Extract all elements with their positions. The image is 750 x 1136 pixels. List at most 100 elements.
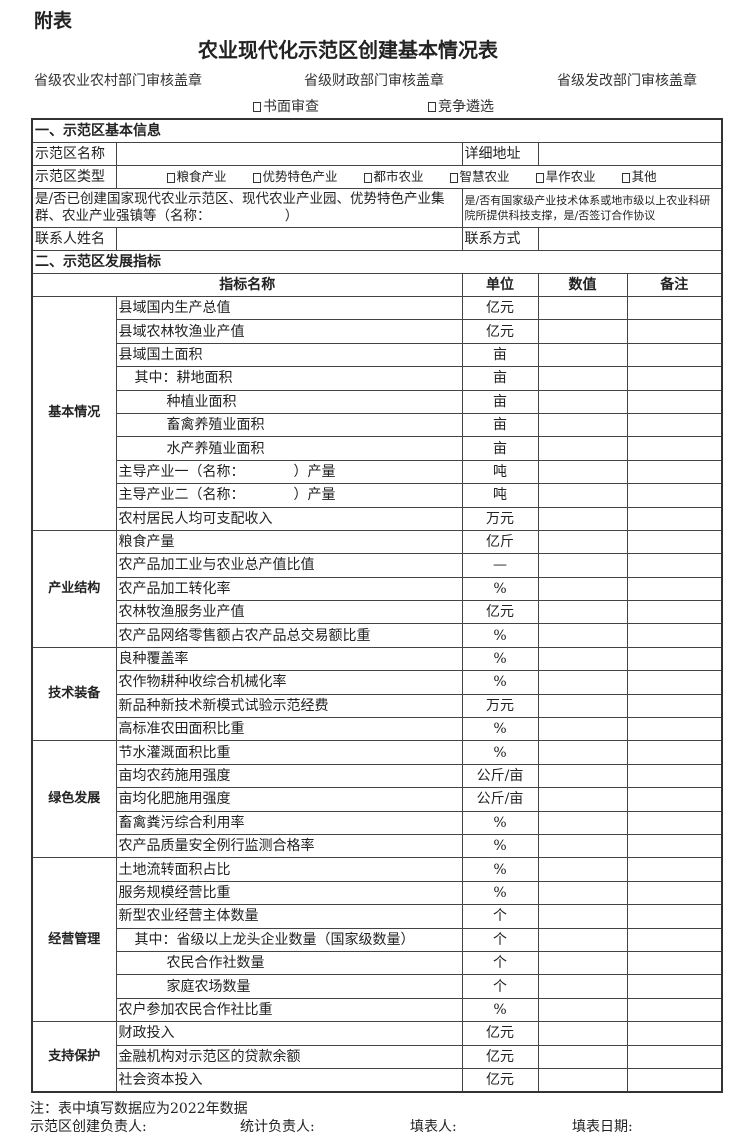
name-field[interactable] xyxy=(115,142,463,166)
value-field[interactable] xyxy=(537,787,628,812)
value-field[interactable] xyxy=(537,927,628,952)
indicator-name: 社会资本投入 xyxy=(115,1067,463,1093)
note-field[interactable] xyxy=(626,787,723,812)
note-field[interactable] xyxy=(626,600,723,625)
note-field[interactable] xyxy=(626,623,723,648)
value-field[interactable] xyxy=(537,717,628,742)
note-field[interactable] xyxy=(626,763,723,789)
note-field[interactable] xyxy=(626,342,723,368)
note-field[interactable] xyxy=(626,693,723,719)
value-field[interactable] xyxy=(537,389,628,414)
checkbox-written-review[interactable]: 书面审查 xyxy=(253,96,319,116)
value-field[interactable] xyxy=(537,506,628,531)
checkbox-icon[interactable] xyxy=(252,172,261,183)
value-field[interactable] xyxy=(537,623,628,648)
type-option[interactable]: 优势特色产业 xyxy=(252,169,338,184)
table-row: 金融机构对示范区的贷款余额 亿元 xyxy=(32,1044,723,1069)
value-field[interactable] xyxy=(537,412,628,438)
note-field[interactable] xyxy=(626,506,723,531)
value-field[interactable] xyxy=(537,1067,628,1093)
note-field[interactable] xyxy=(626,740,723,765)
contact-field[interactable] xyxy=(115,227,463,251)
value-field[interactable] xyxy=(537,950,628,976)
note-field[interactable] xyxy=(626,553,723,578)
note-field[interactable] xyxy=(626,295,723,321)
value-field[interactable] xyxy=(537,904,628,929)
note-field[interactable] xyxy=(626,319,723,344)
value-field[interactable] xyxy=(537,553,628,578)
note-field[interactable] xyxy=(626,1044,723,1069)
value-field[interactable] xyxy=(537,459,628,485)
checkbox-icon[interactable] xyxy=(166,172,175,183)
table-row: 农产品加工转化率% xyxy=(32,576,723,602)
note-field[interactable] xyxy=(626,880,723,906)
checkbox-icon[interactable] xyxy=(428,102,436,112)
type-option[interactable]: 智慧农业 xyxy=(449,169,510,184)
note-field[interactable] xyxy=(626,810,723,835)
note-field[interactable] xyxy=(626,833,723,859)
note-field[interactable] xyxy=(626,974,723,999)
note-field[interactable] xyxy=(626,529,723,555)
note-field[interactable] xyxy=(626,483,723,508)
value-field[interactable] xyxy=(537,600,628,625)
checkbox-icon[interactable] xyxy=(621,172,630,183)
indicator-name: 农户参加农民合作社比重 xyxy=(115,997,463,1023)
checkbox-competitive-selection[interactable]: 竞争遴选 xyxy=(428,96,494,116)
value-field[interactable] xyxy=(537,693,628,719)
value-field[interactable] xyxy=(537,319,628,344)
checkbox-icon[interactable] xyxy=(363,172,372,183)
value-field[interactable] xyxy=(537,1021,628,1046)
value-field[interactable] xyxy=(537,483,628,508)
note-field[interactable] xyxy=(626,717,723,742)
note-field[interactable] xyxy=(626,646,723,672)
table-row: 经营管理 土地流转面积占比% xyxy=(31,857,723,1023)
value-field[interactable] xyxy=(537,997,628,1023)
checkbox-icon[interactable] xyxy=(535,172,544,183)
checkbox-icon[interactable] xyxy=(253,102,261,112)
checkbox-icon[interactable] xyxy=(449,172,458,183)
value-field[interactable] xyxy=(537,529,628,555)
address-field[interactable] xyxy=(537,142,723,166)
value-field[interactable] xyxy=(537,974,628,999)
value-field[interactable] xyxy=(537,740,628,765)
type-option[interactable]: 其他 xyxy=(621,169,657,184)
value-field[interactable] xyxy=(537,1044,628,1069)
note-field[interactable] xyxy=(626,857,723,882)
type-option[interactable]: 粮食产业 xyxy=(166,169,227,184)
type-option[interactable]: 旱作农业 xyxy=(535,169,596,184)
contact-method-field[interactable] xyxy=(537,227,723,251)
support-question[interactable]: 是/否有国家级产业技术体系或地市级以上农业科研院所提供科技支撑，是/否签订合作协… xyxy=(461,188,723,228)
indicator-name: 其中：耕地面积 xyxy=(115,366,463,391)
note-field[interactable] xyxy=(626,576,723,602)
value-field[interactable] xyxy=(537,833,628,859)
note-field[interactable] xyxy=(626,1021,723,1046)
indicator-name: 农民合作社数量 xyxy=(115,950,463,976)
value-field[interactable] xyxy=(537,436,628,461)
value-field[interactable] xyxy=(537,646,628,672)
table-row: 亩均农药施用强度 公斤/亩 xyxy=(32,763,723,789)
value-field[interactable] xyxy=(537,670,628,695)
category-cell: 产业结构 xyxy=(31,529,117,648)
note-field[interactable] xyxy=(626,670,723,695)
value-field[interactable] xyxy=(537,295,628,321)
table-row: 绿色发展 节水灌溉面积比重% xyxy=(31,740,723,859)
value-field[interactable] xyxy=(537,763,628,789)
value-field[interactable] xyxy=(537,342,628,368)
note-field[interactable] xyxy=(626,459,723,485)
note-field[interactable] xyxy=(626,1067,723,1093)
note-field[interactable] xyxy=(626,997,723,1023)
value-field[interactable] xyxy=(537,366,628,391)
note-field[interactable] xyxy=(626,950,723,976)
note-field[interactable] xyxy=(626,927,723,952)
value-field[interactable] xyxy=(537,880,628,906)
note-field[interactable] xyxy=(626,366,723,391)
note-field[interactable] xyxy=(626,389,723,414)
value-field[interactable] xyxy=(537,576,628,602)
type-option[interactable]: 都市农业 xyxy=(363,169,424,184)
value-field[interactable] xyxy=(537,810,628,835)
note-field[interactable] xyxy=(626,904,723,929)
note-field[interactable] xyxy=(626,412,723,438)
created-question[interactable]: 是/否已创建国家现代农业示范区、现代农业产业园、优势特色产业集群、农业产业强镇等… xyxy=(31,188,463,228)
note-field[interactable] xyxy=(626,436,723,461)
value-field[interactable] xyxy=(537,857,628,882)
